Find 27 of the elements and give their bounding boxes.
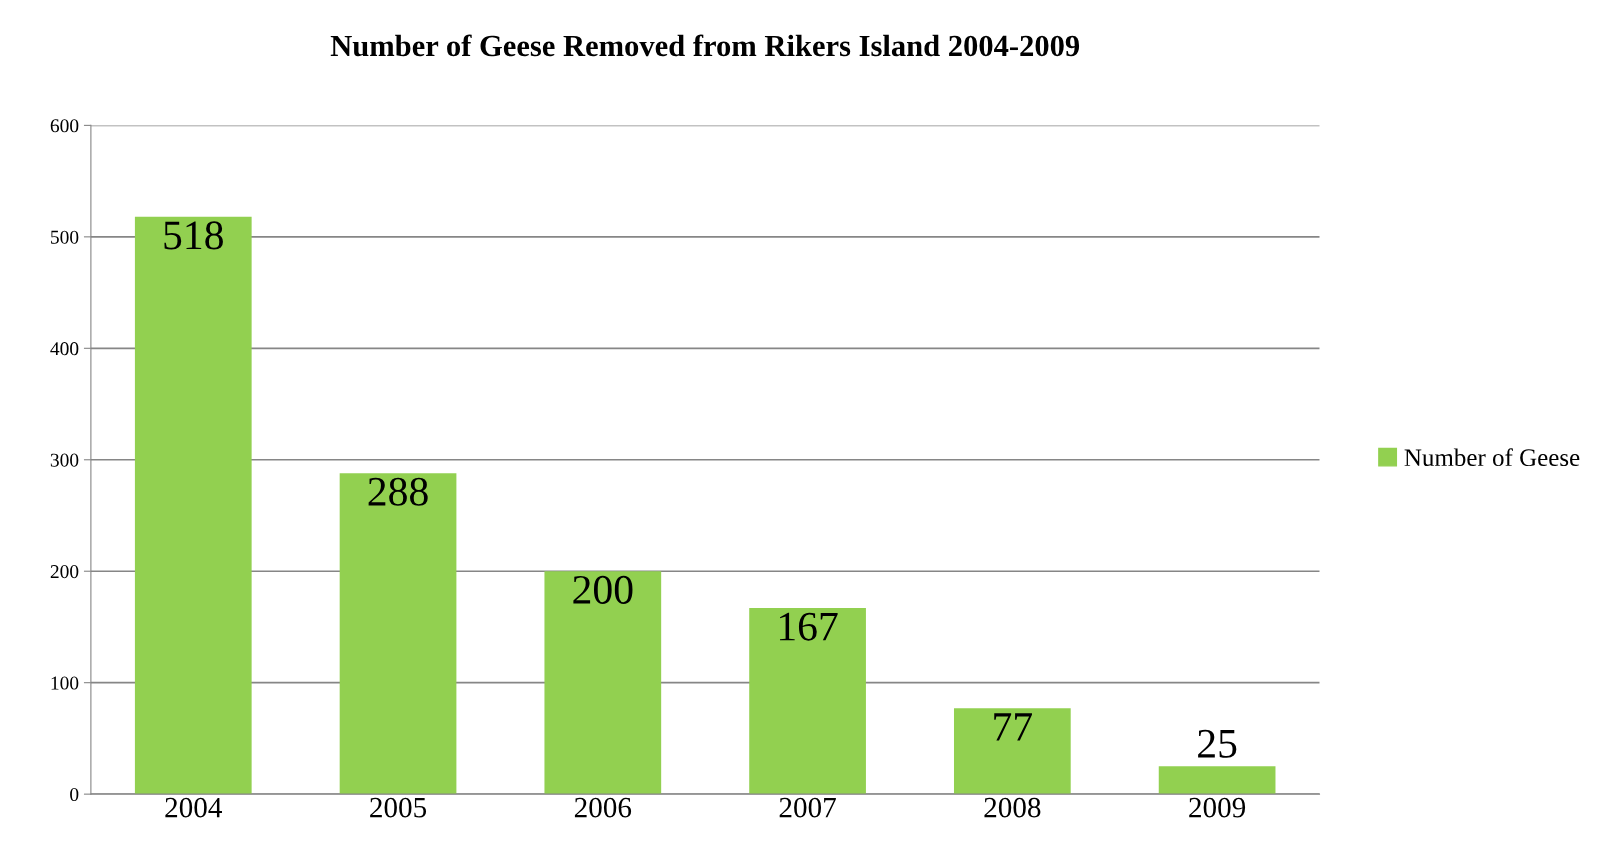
y-tick-label: 600: [50, 119, 79, 133]
y-tick-label: 200: [50, 565, 79, 579]
bar: [134, 216, 252, 795]
x-tick-label: 2009: [1189, 797, 1246, 818]
x-tick-label: 2004: [165, 797, 222, 818]
y-tick-label: 300: [50, 453, 79, 467]
legend-label: Number of Geese: [1404, 448, 1580, 467]
x-tick-label: 2006: [574, 797, 632, 818]
bar: [1158, 766, 1276, 795]
bar: [544, 571, 662, 795]
bar: [953, 708, 1071, 795]
data-label: 200: [573, 575, 633, 604]
y-tick-label: 500: [51, 230, 79, 244]
bar: [339, 473, 457, 795]
y-tick-label: 0: [70, 787, 79, 802]
data-label: 25: [1198, 729, 1237, 758]
data-label: 167: [779, 612, 838, 641]
x-tick-label: 2008: [984, 797, 1041, 818]
data-label: 77: [994, 713, 1032, 741]
y-tick-label: 100: [51, 676, 79, 690]
data-label: 288: [368, 477, 428, 506]
y-tick-label: 400: [50, 342, 79, 356]
x-tick-label: 2005: [370, 797, 427, 818]
chart-title: Number of Geese Removed from Rikers Island 2004-2009: [330, 34, 1080, 57]
bar: [749, 608, 866, 795]
x-tick-label: 2007: [779, 797, 836, 818]
data-label: 518: [164, 221, 223, 250]
